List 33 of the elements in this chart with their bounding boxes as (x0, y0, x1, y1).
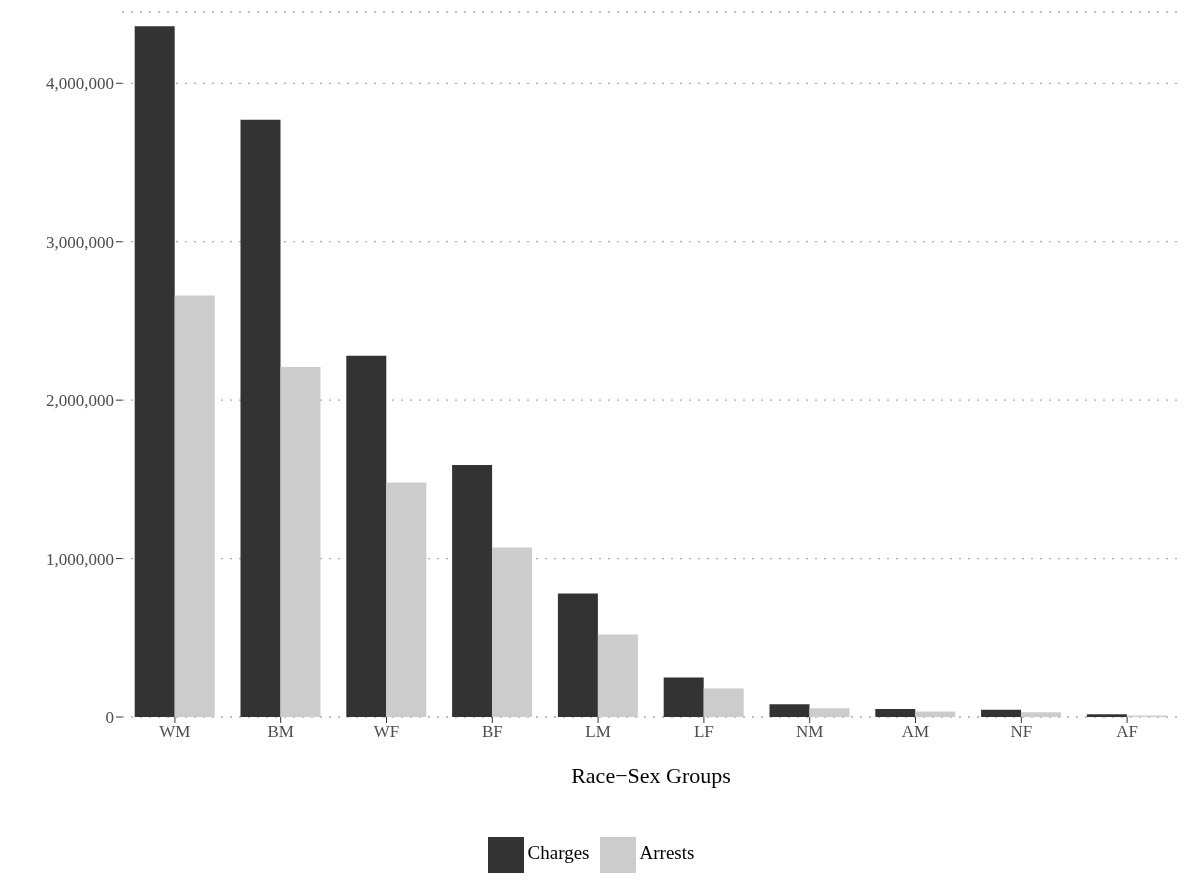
y-tick-label: 4,000,000 (46, 74, 114, 94)
bar (809, 708, 850, 717)
bar (280, 366, 321, 717)
x-tick-label: WF (373, 722, 400, 742)
y-tick-label: 2,000,000 (46, 391, 114, 411)
bar (240, 119, 281, 717)
bar (452, 465, 493, 717)
y-tick-label: 0 (105, 708, 114, 728)
x-tick-label: BF (481, 722, 503, 742)
legend-label: Arrests (639, 842, 695, 864)
bar (769, 704, 810, 717)
bar (597, 634, 638, 717)
bar (915, 711, 956, 717)
bar (875, 709, 916, 717)
x-axis-title: Race−Sex Groups (571, 762, 731, 788)
bar (703, 688, 744, 717)
bar (174, 295, 215, 717)
x-tick-label: LF (693, 722, 714, 742)
x-tick-label: BM (267, 722, 294, 742)
bar (346, 355, 387, 717)
bar (1021, 712, 1062, 717)
y-tick-label: 3,000,000 (46, 232, 114, 252)
y-tick-label: 1,000,000 (46, 549, 114, 569)
bar (386, 482, 427, 717)
legend-label: Charges (527, 842, 590, 864)
x-tick-label: NM (796, 722, 824, 742)
x-tick-label: LM (585, 722, 611, 742)
x-tick-label: AM (901, 722, 930, 742)
x-tick-label: NF (1010, 722, 1033, 742)
x-tick-label: AF (1116, 722, 1138, 742)
bar (492, 547, 533, 717)
bar (981, 709, 1022, 717)
x-tick-label: WM (159, 722, 191, 742)
